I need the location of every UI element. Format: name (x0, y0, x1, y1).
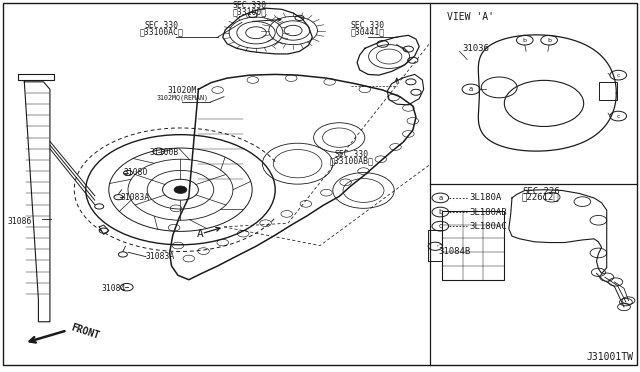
Text: 3L180A: 3L180A (469, 193, 501, 202)
Text: 31084: 31084 (101, 284, 125, 293)
Text: 31020M: 31020M (168, 86, 197, 95)
Text: a: a (438, 195, 442, 201)
Text: SEC.330: SEC.330 (351, 21, 385, 30)
Text: 〳33100〴: 〳33100〴 (232, 8, 267, 17)
Text: b: b (523, 38, 527, 43)
Text: a: a (469, 86, 473, 92)
Text: 3108O: 3108O (124, 169, 148, 177)
Text: 〳33100AB〴: 〳33100AB〴 (330, 157, 374, 166)
Text: 〳33100AC〴: 〳33100AC〴 (140, 27, 183, 36)
Text: 3L180AB: 3L180AB (469, 208, 507, 217)
Text: c: c (616, 73, 620, 78)
Text: b: b (438, 209, 442, 215)
Text: SEC.226: SEC.226 (522, 187, 559, 196)
Circle shape (174, 186, 187, 193)
Text: A: A (197, 230, 204, 239)
Text: 3102MQ(REMAN): 3102MQ(REMAN) (156, 95, 209, 101)
Text: SEC.330: SEC.330 (232, 1, 267, 10)
Text: 31084B: 31084B (438, 247, 470, 256)
Text: 31083A: 31083A (146, 252, 175, 261)
Text: 31036: 31036 (462, 44, 489, 53)
Text: 31086: 31086 (8, 217, 32, 226)
Text: c: c (438, 223, 442, 229)
Text: 31100B: 31100B (149, 148, 179, 157)
Text: 〳22612〴: 〳22612〴 (522, 193, 559, 202)
Bar (599, 82, 617, 100)
Text: 3L180AC: 3L180AC (469, 222, 507, 231)
Text: VIEW 'A': VIEW 'A' (447, 12, 493, 22)
Text: SEC.330: SEC.330 (144, 21, 179, 30)
Text: FRONT: FRONT (69, 323, 100, 341)
Bar (442, 211, 504, 280)
Bar (428, 230, 442, 261)
Text: b: b (547, 38, 551, 43)
Text: J31001TW: J31001TW (587, 352, 634, 362)
Text: 31083A: 31083A (120, 193, 150, 202)
Text: SEC.330: SEC.330 (335, 150, 369, 159)
Text: c: c (616, 113, 620, 119)
Text: 〳30441〴: 〳30441〴 (351, 27, 385, 36)
